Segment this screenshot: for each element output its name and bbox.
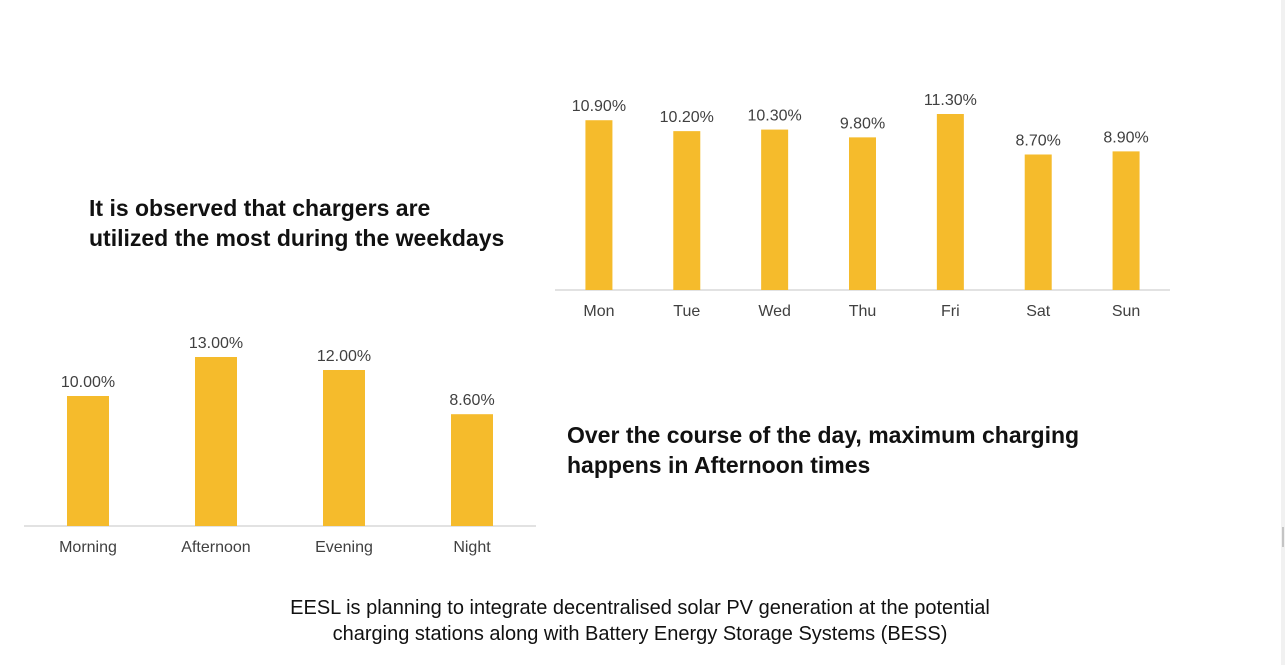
bar-afternoon <box>195 357 237 526</box>
data-label-sat: 8.70% <box>1016 132 1061 149</box>
vertical-scrollbar[interactable] <box>1281 0 1285 665</box>
tick-label-fri: Fri <box>941 303 960 320</box>
tick-label-sun: Sun <box>1112 303 1140 320</box>
bar-evening <box>323 370 365 526</box>
data-label-wed: 10.30% <box>748 108 802 125</box>
bar-night <box>451 414 493 526</box>
data-label-morning: 10.00% <box>61 374 115 391</box>
tick-label-evening: Evening <box>315 539 373 556</box>
tick-label-mon: Mon <box>583 303 614 320</box>
data-label-night: 8.60% <box>449 392 494 409</box>
headline-weekdays: It is observed that chargers are utilize… <box>89 193 559 253</box>
headline-afternoon: Over the course of the day, maximum char… <box>567 420 1167 480</box>
bar-sun <box>1112 151 1140 290</box>
data-label-sun: 8.90% <box>1103 129 1148 146</box>
scrollbar-thumb[interactable] <box>1282 527 1284 547</box>
tick-label-morning: Morning <box>59 539 117 556</box>
time-of-day-bar-chart: 10.00% Morning 13.00% Afternoon 12.00% Evenin… <box>24 335 536 556</box>
data-label-fri: 11.30% <box>924 92 977 109</box>
tick-label-thu: Thu <box>849 303 877 320</box>
bar-wed <box>761 129 789 290</box>
footer-note: EESL is planning to integrate decentrali… <box>150 595 1130 647</box>
data-label-mon: 10.90% <box>572 98 626 115</box>
bar-sat <box>1024 154 1052 290</box>
headline-afternoon-line1: Over the course of the day, maximum char… <box>567 422 1080 448</box>
bar-thu <box>849 137 876 290</box>
tick-label-sat: Sat <box>1026 303 1051 320</box>
data-label-afternoon: 13.00% <box>189 335 243 352</box>
bar-mon <box>585 120 613 290</box>
bar-tue <box>673 131 701 290</box>
bar-morning <box>67 396 109 526</box>
footer-line1: EESL is planning to integrate decentrali… <box>290 597 990 619</box>
headline-afternoon-line2: happens in Afternoon times <box>567 452 871 478</box>
weekday-bar-chart: 10.90% Mon 10.20% Tue 10.30% Wed 9.80% Thu 11.30… <box>555 92 1170 320</box>
footer-line2: charging stations along with Battery Ene… <box>332 623 948 645</box>
data-label-tue: 10.20% <box>660 109 714 126</box>
headline-weekdays-line2: utilized the most during the weekdays <box>89 225 505 251</box>
data-label-thu: 9.80% <box>840 115 885 132</box>
headline-weekdays-line1: It is observed that chargers are <box>89 195 431 221</box>
tick-label-wed: Wed <box>758 303 791 320</box>
bar-fri <box>936 114 964 290</box>
tick-label-tue: Tue <box>673 303 700 320</box>
data-label-evening: 12.00% <box>317 348 371 365</box>
tick-label-afternoon: Afternoon <box>181 539 250 556</box>
tick-label-night: Night <box>453 539 491 556</box>
